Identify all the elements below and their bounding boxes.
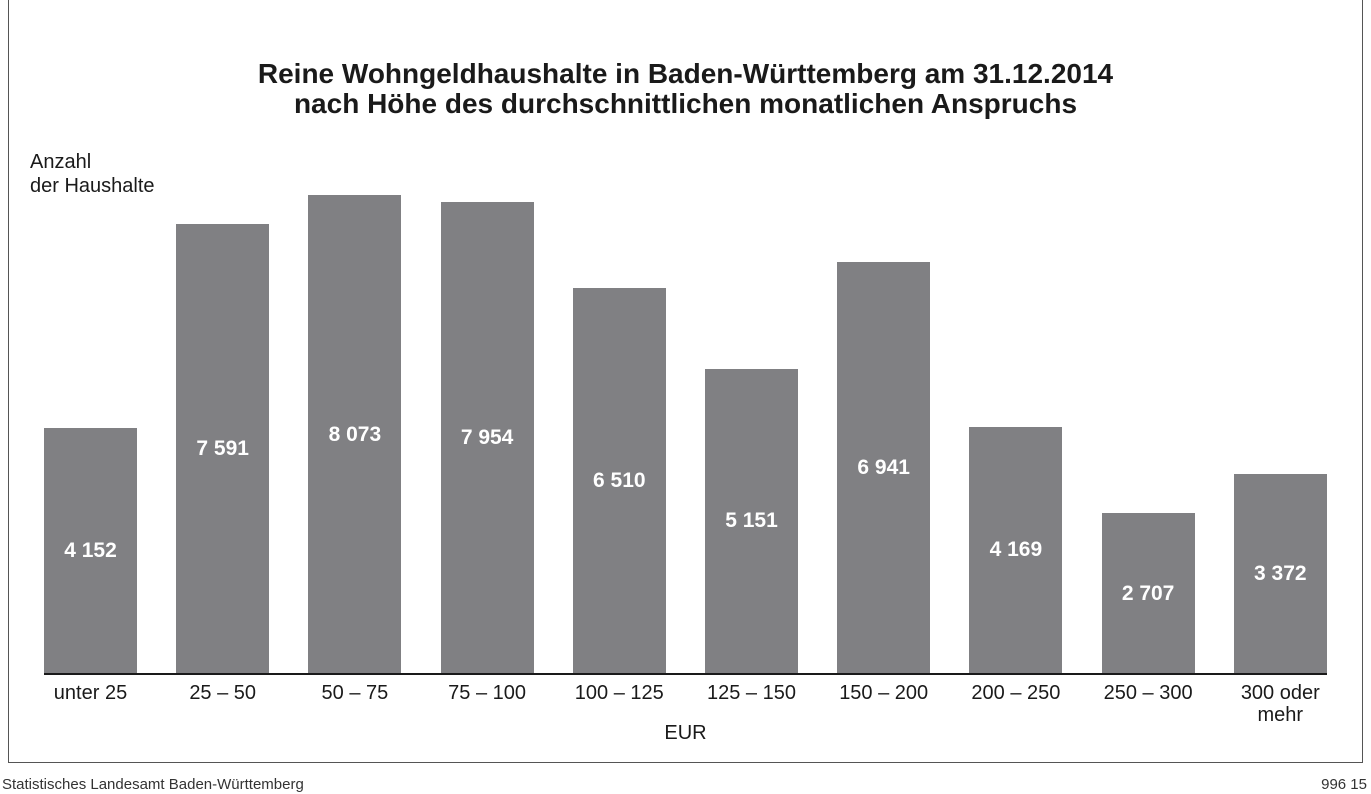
- x-tick-label: 200 – 250: [971, 682, 1061, 704]
- frame: [8, 0, 1363, 763]
- value-label: 7 591: [196, 436, 249, 460]
- value-label: 4 169: [989, 538, 1043, 562]
- x-tick-label: 150 – 200: [839, 682, 929, 704]
- source: Statistisches Landesamt Baden-Württember…: [2, 776, 304, 793]
- value-label: 3 372: [1254, 562, 1307, 586]
- value-label: 4 152: [64, 538, 117, 562]
- value-label: 6 941: [857, 456, 910, 480]
- bar: [572, 287, 666, 674]
- value-label: 2 707: [1121, 581, 1175, 605]
- y-axis-label: Anzahl der Haushalte: [30, 151, 155, 197]
- x-tick-label: unter 25: [53, 682, 128, 704]
- x-tick-label: 100 – 125: [574, 682, 664, 704]
- x-axis-label: EUR: [664, 722, 707, 744]
- x-tick-label: 25 – 50: [189, 682, 257, 704]
- baseline: [44, 673, 1327, 675]
- chart-code: 996 15: [1321, 776, 1367, 793]
- bar: [1233, 474, 1327, 674]
- bar: [1101, 513, 1195, 674]
- chart-subtitle: nach Höhe des durchschnittlichen monatli…: [293, 88, 1078, 119]
- chart-title: Reine Wohngeldhaushalte in Baden-Württem…: [257, 58, 1114, 89]
- bar: [440, 202, 534, 674]
- x-tick-label: 50 – 75: [321, 682, 389, 704]
- bar: [176, 223, 270, 674]
- x-tick-label: 75 – 100: [448, 682, 527, 704]
- value-label: 8 073: [328, 422, 382, 446]
- x-tick-label: 125 – 150: [707, 682, 796, 704]
- value-label: 5 151: [725, 509, 778, 533]
- value-label: 7 954: [460, 426, 514, 450]
- bar: [969, 426, 1063, 674]
- x-tick-label: 300 oder mehr: [1240, 682, 1320, 726]
- bar: [705, 368, 798, 674]
- bar: [837, 262, 931, 674]
- value-label: 6 510: [593, 468, 646, 492]
- bar: [44, 427, 137, 674]
- bar: [308, 195, 402, 674]
- x-tick-label: 250 – 300: [1103, 682, 1193, 704]
